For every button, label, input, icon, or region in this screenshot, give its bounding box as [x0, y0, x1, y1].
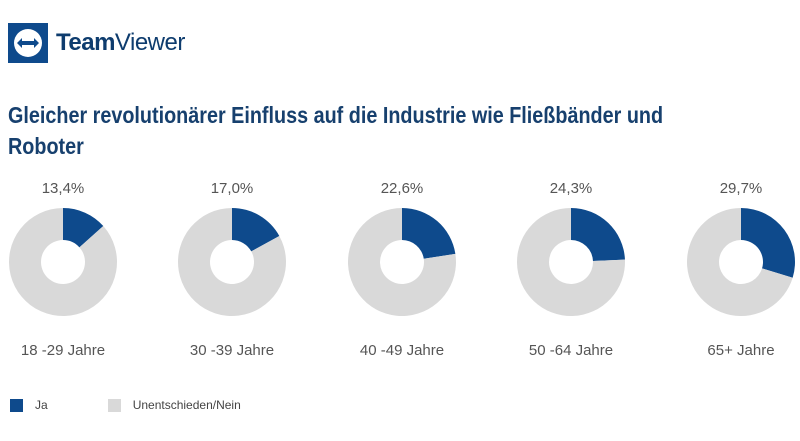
data-label: 17,0%: [211, 180, 254, 197]
data-label: 13,4%: [42, 180, 85, 197]
legend: Ja Unentschieden/Nein: [10, 398, 241, 412]
donut-slice-nein: [348, 208, 457, 316]
donut-slice-ja: [232, 208, 280, 252]
donut-slice-ja: [571, 208, 625, 262]
logo-text: TeamViewer: [56, 29, 185, 56]
legend-label-nein: Unentschieden/Nein: [132, 398, 241, 412]
data-label: 29,7%: [720, 180, 763, 197]
teamviewer-logo-icon: [8, 23, 48, 63]
donut-slice-nein: [517, 208, 625, 316]
legend-swatch-ja: [10, 398, 23, 412]
donut-slice-ja: [402, 208, 456, 259]
category-label: 50 -64 Jahre: [529, 342, 613, 359]
donut-slice-ja: [63, 208, 104, 248]
donut-slice-ja: [741, 208, 795, 278]
legend-swatch-nein: [107, 398, 121, 412]
chart-title: Gleicher revolutionärer Einfluss auf die…: [8, 102, 664, 159]
category-label: 40 -49 Jahre: [360, 342, 444, 359]
donut-slice-nein: [687, 208, 793, 317]
teamviewer-logo: TeamViewer: [8, 23, 185, 63]
legend-label-ja: Ja: [35, 398, 48, 412]
data-label: 24,3%: [550, 180, 593, 197]
donut-slice-nein: [8, 208, 117, 316]
donut-slice-nein: [178, 208, 286, 317]
data-label: 22,6%: [381, 180, 424, 197]
category-label: 18 -29 Jahre: [21, 342, 105, 359]
category-label: 30 -39 Jahre: [190, 342, 274, 359]
category-label: 65+ Jahre: [707, 342, 774, 359]
